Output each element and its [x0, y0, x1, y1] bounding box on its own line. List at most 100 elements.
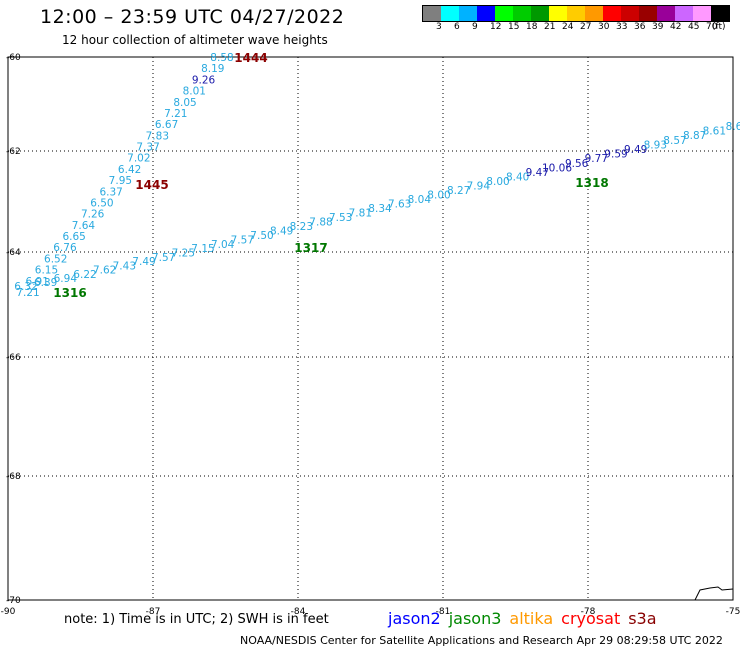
legend-label: 6 [454, 22, 460, 32]
legend-swatch [675, 6, 693, 21]
track-value-label: 6.65 [62, 231, 85, 243]
track-value-label: 8.19 [201, 63, 224, 75]
track-value-label: 6.52 [44, 253, 67, 265]
legend-label: 30 [598, 22, 610, 32]
track-value-label: 9.59 [604, 149, 627, 161]
track-value-label: 9.26 [192, 74, 216, 86]
track-value-label: 6.76 [53, 242, 77, 254]
legend-swatch [495, 6, 513, 21]
track-value-label: 7.81 [349, 208, 372, 220]
track-value-label: 7.21 [164, 108, 187, 120]
track-value-label: 7.25 [172, 248, 195, 260]
track-value-label: 8.23 [290, 221, 313, 233]
legend-swatch [459, 6, 477, 21]
track-value-label: 8.01 [183, 86, 206, 98]
legend-swatch [567, 6, 585, 21]
legend-swatch [441, 6, 459, 21]
legend-label: 70 [706, 22, 718, 32]
color-legend-labels: 3 6 9 12 15 18 21 24 27 30 33 36 39 42 45 70 (ft) [422, 22, 732, 34]
lat-tick-label: -66 [6, 353, 21, 363]
track-value-label: 6.37 [99, 186, 122, 198]
legend-swatch [423, 6, 441, 21]
lon-tick-label: -90 [1, 607, 16, 617]
legend-swatch [477, 6, 495, 21]
track-value-label: 7.57 [152, 252, 175, 264]
legend-label: 45 [688, 22, 700, 32]
track-value-label: 7.21 [16, 287, 39, 299]
lat-tick-label: -60 [6, 53, 21, 63]
track-value-label: 7.50 [250, 230, 273, 242]
legend-swatch [531, 6, 549, 21]
legend-label: 15 [508, 22, 520, 32]
legend-swatch [585, 6, 603, 21]
legend-swatch [621, 6, 639, 21]
pass-number-label: 1316 [53, 286, 86, 300]
track-value-label: 6.50 [90, 197, 113, 209]
track-value-label: 9.47 [526, 167, 549, 179]
legend-swatch [549, 6, 567, 21]
satellite-altika: altika [509, 609, 554, 628]
track-value-label: 7.88 [309, 217, 332, 229]
track-value-label: 7.43 [113, 260, 136, 272]
track-value-label: 8.58 [210, 52, 233, 64]
track-value-label: 7.49 [132, 256, 155, 268]
legend-swatch [603, 6, 621, 21]
page-title: 12:00 – 23:59 UTC 04/27/2022 [40, 6, 345, 28]
track-value-label: 8.49 [270, 226, 293, 238]
track-value-label: 6.91 [26, 276, 49, 288]
legend-label: 27 [580, 22, 592, 32]
pass-number-label: 1317 [294, 241, 327, 255]
track-value-label: 9.49 [624, 144, 647, 156]
track-value-label: 8.05 [173, 97, 196, 109]
track-value-label: 7.26 [81, 209, 105, 221]
satellite-legend: jason2 jason3 altika cryosat s3a [388, 609, 665, 628]
coastline [694, 586, 734, 601]
track-value-label: 9.56 [565, 158, 589, 170]
legend-label: 39 [652, 22, 664, 32]
legend-swatch [711, 6, 729, 21]
track-value-label: 8.40 [506, 171, 529, 183]
track-value-label: 8.34 [368, 203, 392, 215]
track-value-label: 7.63 [388, 199, 411, 211]
satellite-s3a: s3a [628, 609, 657, 628]
legend-label: 12 [490, 22, 502, 32]
legend-swatch [693, 6, 711, 21]
legend-label: (ft) [712, 22, 726, 32]
page-subtitle: 12 hour collection of altimeter wave hei… [62, 33, 328, 47]
track-value-label: 10.06 [542, 162, 572, 174]
lon-tick-label: -87 [146, 607, 161, 617]
track-value-label: 6.67 [155, 119, 178, 131]
track-value-label: 7.83 [146, 130, 169, 142]
legend-swatch [639, 6, 657, 21]
track-value-label: 9.77 [585, 153, 608, 165]
track-value-label: 8.00 [427, 190, 450, 202]
legend-label: 3 [436, 22, 442, 32]
track-value-label: 7.53 [329, 212, 352, 224]
footer-credit: NOAA/NESDIS Center for Satellite Applica… [240, 634, 723, 647]
track-value-label: 8.61 [703, 126, 726, 138]
track-value-label: 6.22 [73, 269, 96, 281]
map-frame [7, 56, 734, 601]
track-value-label: 6.15 [35, 265, 58, 277]
pass-number-label: 1318 [575, 176, 608, 190]
satellite-jason2: jason2 [388, 609, 441, 628]
track-value-label: 7.62 [93, 265, 116, 277]
legend-label: 33 [616, 22, 628, 32]
legend-label: 24 [562, 22, 574, 32]
track-value-label: 6.42 [118, 164, 141, 176]
legend-swatch [657, 6, 675, 21]
color-legend [422, 5, 730, 22]
track-value-label: 7.04 [211, 239, 235, 251]
track-value-label: 6.32 [14, 281, 37, 293]
track-value-label: 6.94 [54, 273, 78, 285]
footer-note: note: 1) Time is in UTC; 2) SWH is in fe… [64, 612, 329, 627]
lon-tick-label: -84 [291, 607, 306, 617]
track-value-label: 6.39 [34, 277, 57, 289]
legend-swatch [513, 6, 531, 21]
legend-label: 18 [526, 22, 538, 32]
track-value-label: 8.57 [663, 135, 686, 147]
track-value-label: 8.93 [644, 139, 667, 151]
lat-tick-label: -70 [6, 596, 21, 606]
legend-label: 21 [544, 22, 556, 32]
